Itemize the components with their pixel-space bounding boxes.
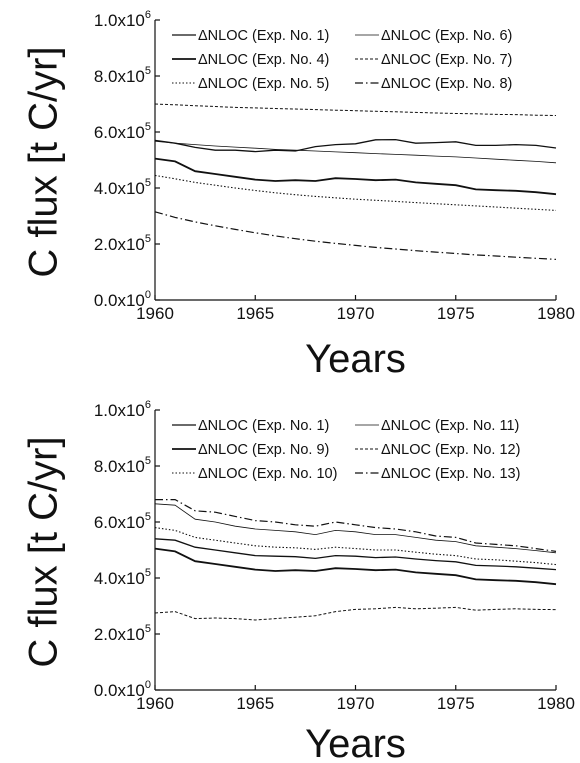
- x-tick-label: 1965: [236, 694, 274, 713]
- series-line-6: [155, 499, 557, 552]
- legend-label: ΔNLOC (Exp. No. 1): [198, 28, 329, 44]
- y-tick-label: 1.0x106: [94, 9, 151, 30]
- series-line-3: [154, 527, 557, 566]
- series-line-5: [154, 606, 557, 621]
- series-line-3: [154, 174, 557, 211]
- x-tick-label: 1965: [236, 304, 274, 323]
- series-line-2: [154, 157, 557, 196]
- legend-label: ΔNLOC (Exp. No. 12): [381, 442, 520, 458]
- y-axis-label: C flux [t C/yr]: [22, 46, 66, 277]
- legend-label: ΔNLOC (Exp. No. 1): [198, 418, 329, 434]
- legend-label: ΔNLOC (Exp. No. 13): [381, 466, 520, 482]
- series-line-1: [154, 138, 557, 153]
- y-tick-label: 6.0x105: [94, 121, 151, 142]
- series-line-4: [154, 140, 557, 164]
- legend-label: ΔNLOC (Exp. No. 11): [381, 418, 519, 434]
- series-line-5: [154, 103, 557, 116]
- y-tick-label: 6.0x105: [94, 511, 151, 532]
- x-tick-label: 1960: [136, 304, 174, 323]
- series-line-2: [154, 547, 557, 586]
- y-tick-label: 8.0x105: [94, 65, 151, 86]
- y-tick-label: 4.0x105: [94, 567, 151, 588]
- x-tick-label: 1970: [337, 304, 375, 323]
- x-tick-label: 1980: [537, 694, 575, 713]
- legend-label: ΔNLOC (Exp. No. 8): [381, 76, 512, 92]
- series-line-4: [154, 503, 557, 554]
- x-axis-label: Years: [305, 722, 406, 763]
- legend-label: ΔNLOC (Exp. No. 10): [198, 466, 337, 482]
- series-line-1: [154, 538, 557, 571]
- y-tick-label: 2.0x105: [94, 233, 151, 254]
- y-tick-label: 8.0x105: [94, 455, 151, 476]
- y-tick-label: 0.0x100: [94, 289, 151, 310]
- y-tick-label: 1.0x106: [94, 399, 151, 420]
- legend-label: ΔNLOC (Exp. No. 7): [381, 52, 512, 68]
- x-tick-label: 1975: [437, 304, 475, 323]
- legend-label: ΔNLOC (Exp. No. 6): [381, 28, 512, 44]
- y-tick-label: 0.0x100: [94, 679, 151, 700]
- x-axis-label: Years: [305, 337, 406, 381]
- x-tick-label: 1970: [337, 694, 375, 713]
- x-tick-label: 1960: [136, 694, 174, 713]
- series-line-6: [154, 211, 557, 260]
- legend-label: ΔNLOC (Exp. No. 4): [198, 52, 329, 68]
- chart-panel-2: 0.0x100 2.0x105 4.0x105 6.0x105 8.0x105 1.0x1…: [22, 399, 575, 763]
- legend-label: ΔNLOC (Exp. No. 5): [198, 76, 329, 92]
- y-tick-label: 2.0x105: [94, 623, 151, 644]
- y-tick-label: 4.0x105: [94, 177, 151, 198]
- legend-label: ΔNLOC (Exp. No. 9): [198, 442, 329, 458]
- chart-panel-1: 0.0x100 2.0x105 4.0x105 6.0x105 8.0x105 1.0x1…: [22, 9, 575, 381]
- x-tick-label: 1975: [437, 694, 475, 713]
- y-axis-label: C flux [t C/yr]: [22, 436, 66, 667]
- x-tick-label: 1980: [537, 304, 575, 323]
